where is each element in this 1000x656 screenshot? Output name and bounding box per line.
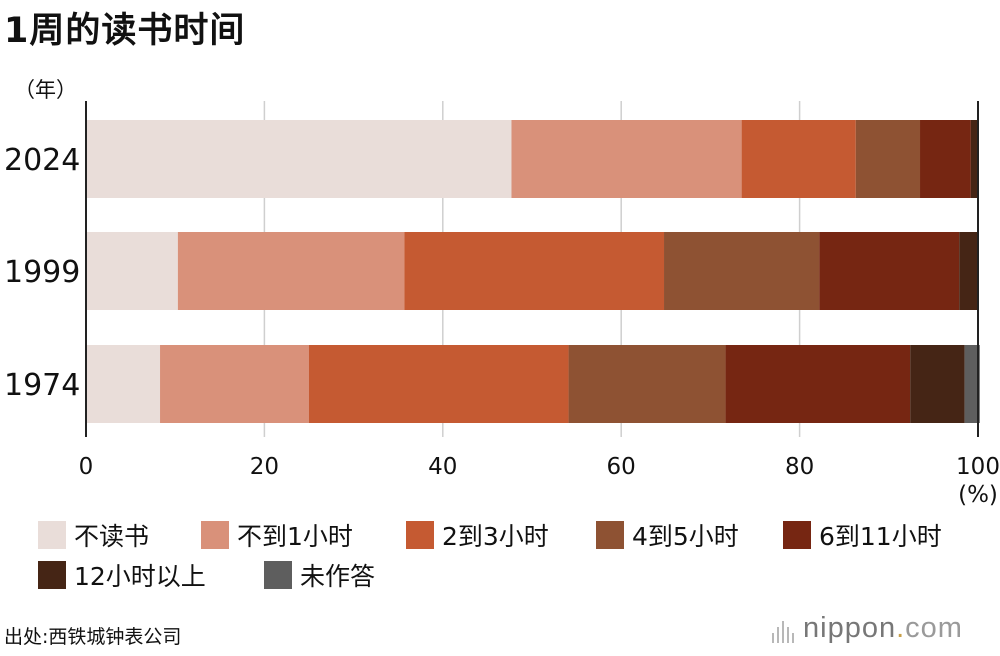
source-note: 出处:西铁城钟表公司	[4, 626, 182, 648]
bar-segment	[511, 120, 742, 198]
bar-segment	[910, 345, 965, 423]
legend-item: 未作答	[264, 558, 375, 592]
bar-segment	[568, 345, 726, 423]
x-tick-label: 20	[250, 454, 279, 480]
bar-segment	[725, 345, 911, 423]
category-label: 1974	[4, 368, 80, 403]
bar-segment	[855, 120, 921, 198]
bar-segment	[970, 120, 978, 198]
x-axis: 0 20 40 60 80 100	[79, 101, 1000, 480]
legend-item: 2到3小时	[406, 518, 549, 552]
bar-segment	[664, 232, 820, 310]
legend-swatch	[783, 521, 811, 549]
x-tick-label: 60	[607, 454, 636, 480]
x-tick-label: 40	[428, 454, 457, 480]
bar-segment	[959, 232, 978, 310]
bar-segment	[741, 120, 856, 198]
legend-item: 12小时以上	[38, 558, 206, 592]
legend-swatch	[596, 521, 624, 549]
logo-mark-icon	[772, 615, 797, 643]
stacked-bar-chart: （年） 2024 1999 1974 0 20 40 60 80 100 (%)	[4, 78, 1000, 508]
legend-swatch	[406, 521, 434, 549]
legend-label: 不到1小时	[237, 522, 353, 551]
bar-segment	[160, 345, 309, 423]
legend-item: 不到1小时	[201, 518, 353, 552]
bars: 2024 1999 1974	[4, 120, 980, 423]
legend-item: 4到5小时	[596, 518, 739, 552]
category-label: 1999	[4, 255, 80, 290]
bar-segment	[86, 345, 161, 423]
category-label: 2024	[4, 143, 80, 178]
bar-segment	[86, 120, 512, 198]
legend-label: 未作答	[300, 562, 376, 591]
legend-swatch	[201, 521, 229, 549]
bar-segment	[964, 345, 980, 423]
x-tick-label: 80	[785, 454, 814, 480]
legend-item: 6到11小时	[783, 518, 942, 552]
y-axis-label: （年）	[14, 78, 77, 102]
bar-segment	[920, 120, 971, 198]
logo-text: nippon.com	[803, 612, 963, 644]
legend-label: 6到11小时	[819, 522, 942, 551]
bar-segment	[177, 232, 405, 310]
x-tick-label: 100	[956, 454, 1000, 480]
x-tick-label: 0	[79, 454, 94, 480]
bar-segment	[309, 345, 569, 423]
nippon-logo: nippon.com	[772, 612, 963, 645]
legend-swatch	[38, 521, 66, 549]
legend-label: 2到3小时	[442, 522, 549, 551]
legend-item: 不读书	[38, 518, 149, 552]
legend-swatch	[38, 561, 66, 589]
legend-label: 4到5小时	[632, 522, 739, 551]
x-axis-unit-label: (%)	[958, 482, 998, 508]
chart-title: 1周的读书时间	[4, 11, 246, 51]
bar-segment	[404, 232, 665, 310]
legend-label: 12小时以上	[74, 562, 206, 591]
bar-segment	[819, 232, 960, 310]
legend-swatch	[264, 561, 292, 589]
bar-segment	[86, 232, 178, 310]
legend-label: 不读书	[74, 522, 150, 551]
